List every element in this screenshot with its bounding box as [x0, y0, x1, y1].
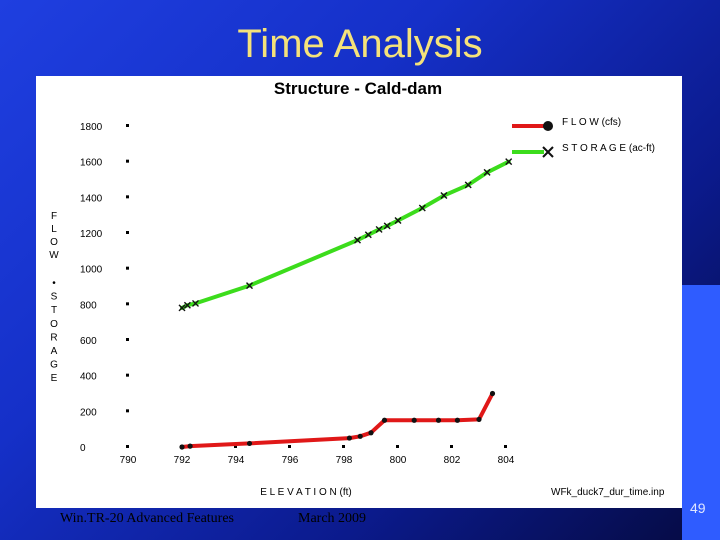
y-tick-label: 1600 [80, 158, 103, 169]
storage-point [375, 225, 383, 233]
y-tick-label: 1200 [80, 229, 103, 240]
y-tick-label: 600 [80, 336, 97, 347]
flow-point [246, 440, 253, 447]
legend-label: F L O W (cfs) [562, 117, 621, 128]
chart-title: Structure - Cald-dam [274, 79, 442, 98]
storage-point [418, 204, 426, 212]
y-axis-label-char: E [51, 373, 58, 384]
x-tick-label: 804 [498, 455, 515, 466]
y-tick-label: 200 [80, 407, 97, 418]
y-axis-label-char: W [49, 250, 59, 261]
flow-point [368, 430, 374, 436]
y-tick-mark [126, 302, 129, 306]
storage-point [183, 301, 191, 309]
storage-point [192, 299, 199, 307]
x-tick-mark [450, 445, 453, 448]
y-axis-label-char: A [51, 346, 58, 357]
x-tick-mark [342, 445, 345, 448]
flow-series-line [180, 391, 495, 449]
y-axis-label-char: T [51, 305, 57, 316]
decorative-band [682, 285, 720, 540]
y-tick-mark [126, 266, 129, 270]
y-axis-label-char: G [50, 360, 58, 371]
x-tick-label: 798 [336, 455, 353, 466]
flow-point [411, 417, 417, 423]
file-label: WFk_duck7_dur_time.inp [551, 487, 665, 498]
footer-date: March 2009 [298, 511, 367, 526]
flow-point [381, 417, 388, 423]
storage-point [178, 304, 186, 312]
y-tick-label: 800 [80, 300, 97, 311]
legend-entry-flow: F L O W (cfs) [512, 117, 621, 131]
x-tick-label: 802 [444, 455, 461, 466]
flow-point [187, 443, 193, 449]
storage-point [394, 217, 402, 225]
page-number: 49 [690, 500, 706, 516]
y-axis-label-char: L [51, 224, 57, 235]
footer-course: Win.TR-20 Advanced Features [60, 511, 235, 526]
x-tick-label: 790 [120, 455, 137, 466]
y-tick-label: 0 [80, 443, 86, 454]
x-tick-mark [288, 445, 291, 448]
x-tick-mark [126, 445, 129, 448]
storage-series-line [180, 159, 511, 310]
storage-point [505, 158, 513, 166]
y-axis-label-char: O [50, 319, 58, 330]
y-axis-label-char: S [51, 292, 58, 303]
chart-panel: Structure - Cald-dam 0 200 400 600 800 1000 12… [36, 76, 682, 508]
storage-point [483, 168, 491, 176]
flow-point [346, 435, 352, 441]
legend-entry-storage: S T O R A G E (ac-ft) [512, 143, 655, 158]
x-tick-mark [396, 445, 399, 448]
x-tick-label: 800 [390, 455, 407, 466]
storage-point [440, 192, 448, 200]
y-axis-label-char: • [52, 278, 56, 289]
y-tick-mark [126, 159, 129, 163]
flow-point [476, 416, 482, 422]
y-tick-label: 1400 [80, 193, 103, 204]
x-tick-mark [234, 445, 237, 448]
legend-dot-marker [543, 121, 553, 131]
storage-point [364, 231, 372, 239]
y-tick-mark [126, 231, 129, 234]
y-tick-mark [126, 373, 129, 377]
y-tick-label: 1800 [80, 122, 103, 133]
storage-point [246, 282, 253, 290]
y-axis-label-char: O [50, 237, 58, 248]
x-tick-label: 796 [282, 455, 299, 466]
flow-point [454, 417, 460, 423]
y-axis-label-char: F [51, 211, 57, 222]
elevation-chart: Structure - Cald-dam 0 200 400 600 800 1000 12… [49, 79, 665, 498]
y-tick-mark [126, 409, 129, 413]
storage-point [464, 181, 472, 189]
y-tick-label: 1000 [80, 265, 103, 276]
storage-point [383, 222, 391, 230]
legend-label: S T O R A G E (ac-ft) [562, 143, 655, 154]
slide-title: Time Analysis [237, 22, 483, 66]
y-tick-mark [126, 195, 129, 199]
flow-point [179, 444, 185, 450]
storage-point [354, 236, 361, 244]
x-tick-label: 794 [228, 455, 245, 466]
flow-point [435, 417, 442, 423]
flow-point [489, 390, 496, 397]
flow-point [357, 433, 363, 439]
y-tick-label: 400 [80, 372, 97, 383]
y-tick-mark [126, 124, 129, 127]
y-tick-mark [126, 338, 129, 341]
x-tick-mark [504, 445, 507, 448]
y-axis-label-char: R [50, 332, 57, 343]
x-axis-label: E L E V A T I O N (ft) [260, 487, 352, 498]
x-tick-label: 792 [174, 455, 191, 466]
